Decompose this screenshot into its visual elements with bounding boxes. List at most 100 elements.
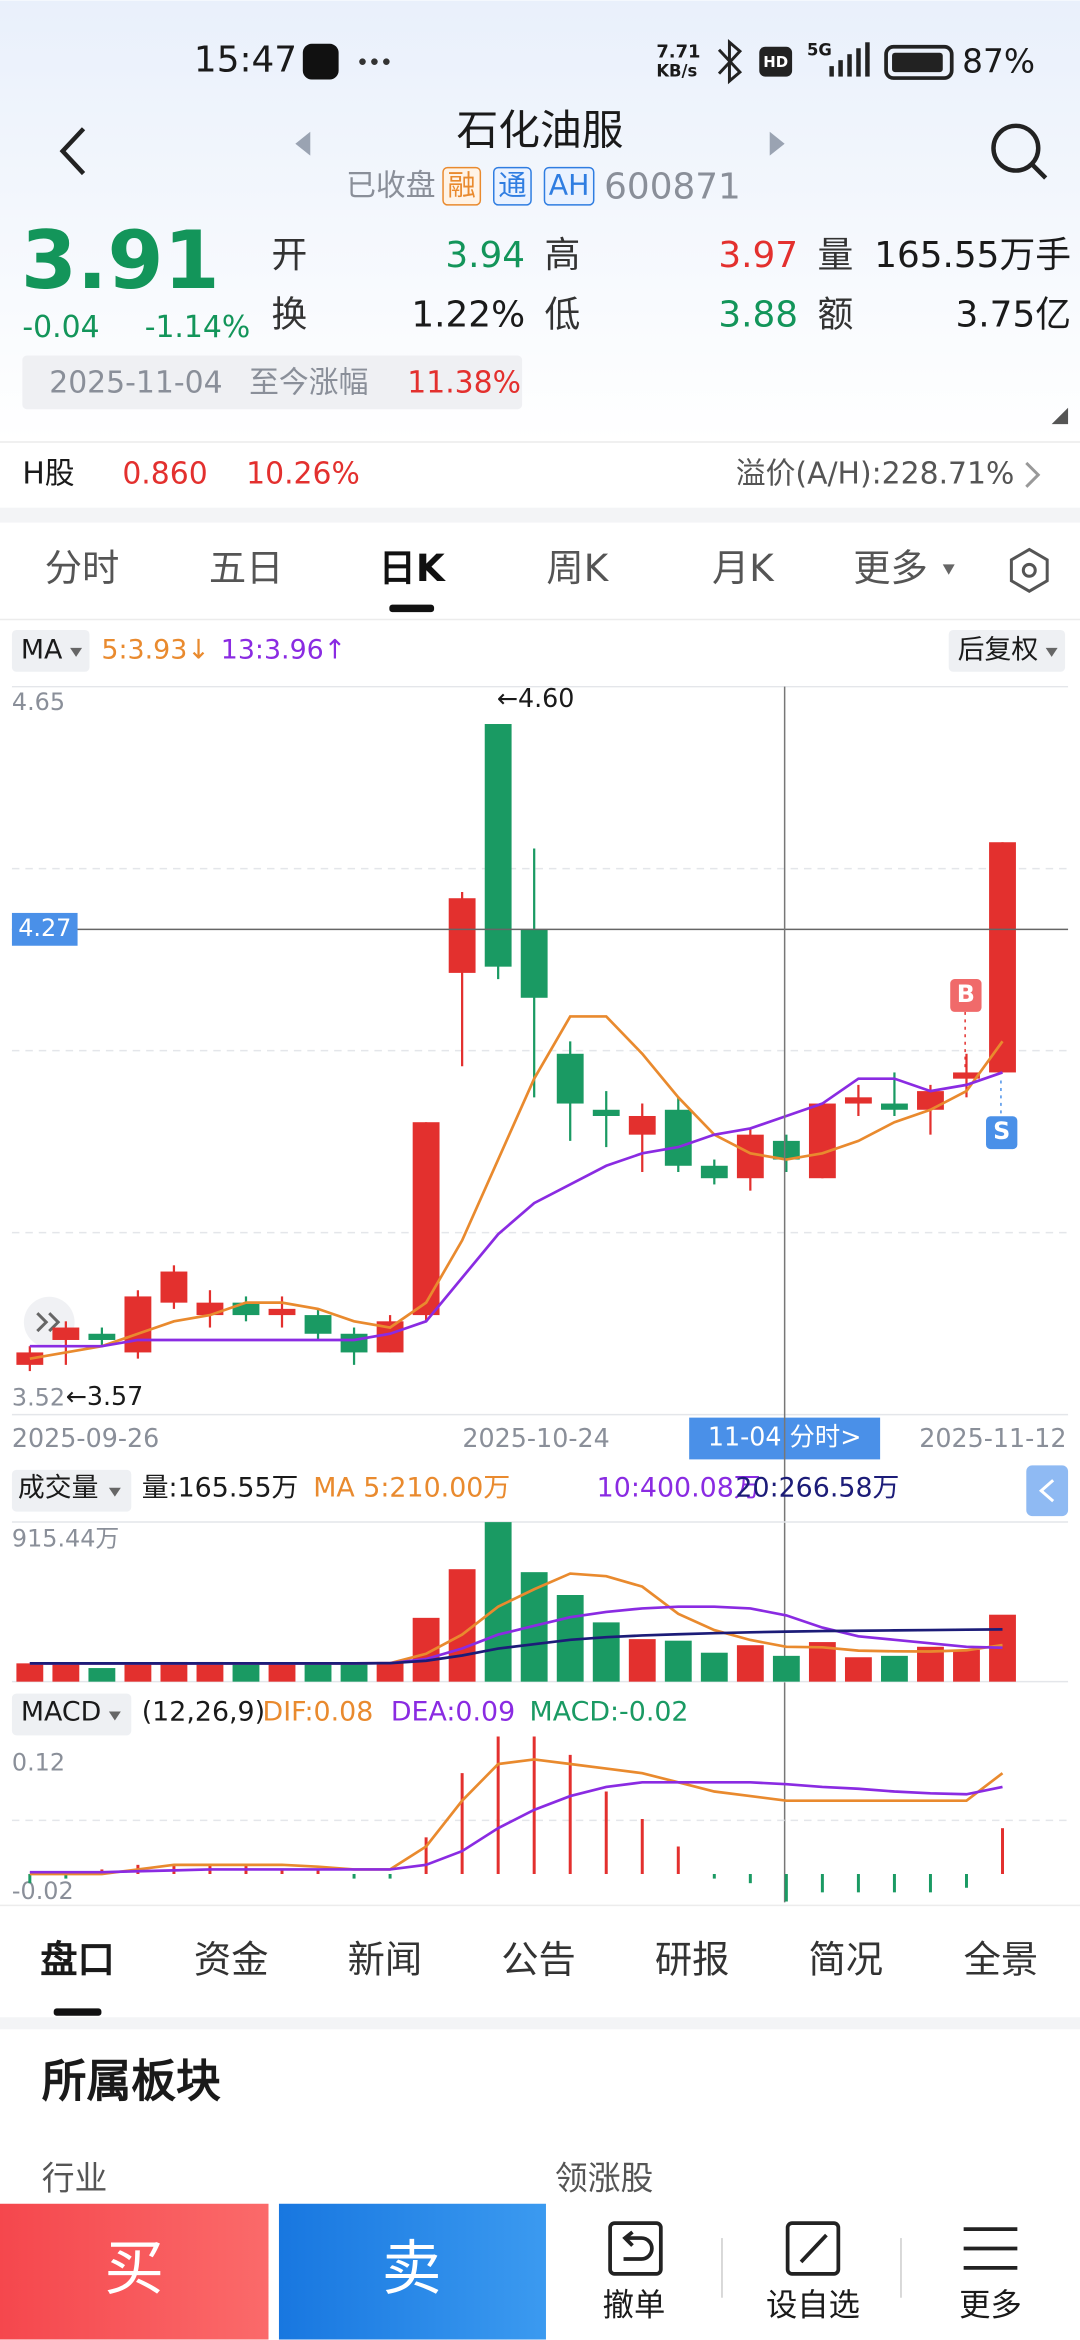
industry-label: 行业	[42, 2159, 108, 2197]
divider	[0, 2017, 1080, 2030]
volume-bar	[700, 1652, 728, 1682]
field-label: 量	[817, 235, 853, 276]
volume-bar	[16, 1663, 44, 1682]
volume-ma5-line	[29, 1572, 1003, 1665]
market-status: 已收盘	[346, 168, 435, 203]
buy-label[interactable]: 买	[104, 2235, 164, 2304]
side-toggle[interactable]	[1026, 1465, 1069, 1517]
volume-bar	[953, 1649, 980, 1682]
more-dots	[359, 58, 390, 65]
tab-underline	[389, 604, 435, 613]
adjust-button[interactable]	[948, 630, 1066, 672]
volume-bar	[736, 1645, 764, 1682]
cursor-date[interactable]: 11-04 分时>	[708, 1422, 862, 1452]
field-label: 低	[544, 295, 580, 336]
tab-underline	[53, 2008, 102, 2016]
volume-bar	[124, 1663, 152, 1682]
leader-label: 领涨股	[555, 2159, 653, 2197]
candle-body	[412, 1122, 440, 1316]
macd-label: MACD	[21, 1696, 101, 1727]
sell-label[interactable]: 卖	[382, 2235, 442, 2304]
field-value: 3.88	[718, 295, 798, 336]
buy-button[interactable]	[0, 2203, 269, 2340]
candle-body	[520, 929, 548, 998]
chart-tab[interactable]: 日K	[379, 546, 447, 590]
battery-level	[892, 52, 943, 73]
volume-bar	[592, 1622, 620, 1682]
candle-body	[484, 724, 512, 967]
info-tab[interactable]: 公告	[501, 1938, 576, 1982]
badge: 通	[498, 169, 526, 202]
candle-body	[628, 1115, 656, 1135]
field-value: 3.97	[718, 235, 798, 276]
chart-tab[interactable]: 五日	[209, 546, 284, 590]
app-icon	[302, 43, 339, 80]
field-label: 额	[817, 295, 853, 336]
volume-bar	[232, 1663, 260, 1682]
field-value: 165.55万手	[874, 235, 1071, 276]
hd: HD	[763, 53, 788, 71]
divider	[0, 507, 1080, 523]
volume-bar	[196, 1661, 224, 1682]
candle-body	[664, 1109, 692, 1166]
chart-tab[interactable]: 更多	[853, 546, 928, 590]
y-tick-label: 3.52	[12, 1383, 65, 1411]
chevron	[1025, 461, 1041, 488]
back-button[interactable]	[59, 127, 86, 176]
action-icons	[608, 2221, 1018, 2276]
chart-tab[interactable]: 月K	[712, 546, 775, 590]
adjust: 后复权	[958, 634, 1039, 665]
dropdown-arrow	[942, 564, 955, 575]
volume-bar	[772, 1655, 800, 1682]
macd-button[interactable]	[11, 1693, 132, 1736]
chart-tab[interactable]: 周K	[546, 546, 609, 590]
volume-bar	[88, 1668, 116, 1682]
action-label[interactable]: 更多	[959, 2288, 1022, 2324]
next-stock[interactable]	[769, 131, 785, 156]
ma13-value: 13:3.96↑	[221, 634, 346, 665]
volume-bar	[340, 1663, 368, 1682]
sell-marker	[986, 1116, 1018, 1150]
volume-ma20-line	[29, 1628, 1003, 1665]
sell-marker-label: S	[993, 1117, 1010, 1145]
cursor-price-box	[11, 912, 78, 946]
chart-tab[interactable]: 分时	[45, 546, 120, 590]
volume-current: 量:165.55万	[142, 1473, 299, 1504]
since-value: 11.38%	[407, 365, 521, 400]
ma-button[interactable]	[11, 630, 90, 672]
action-label[interactable]: 设自选	[766, 2288, 860, 2324]
volume-button[interactable]	[11, 1469, 132, 1512]
price: 3.91	[21, 213, 220, 307]
volume-bar	[844, 1657, 872, 1682]
candle-body	[808, 1103, 836, 1179]
field-value: 3.94	[445, 235, 525, 276]
info-tab[interactable]: 资金	[194, 1938, 269, 1982]
candle-body	[736, 1134, 764, 1179]
info-tab[interactable]: 简况	[809, 1938, 884, 1982]
candle-body	[772, 1140, 800, 1160]
info-tab[interactable]: 新闻	[348, 1938, 423, 1982]
h-share-pct: 10.26%	[246, 456, 360, 491]
ma5-value: 5:3.93↓	[101, 634, 209, 665]
section-title: 所属板块	[42, 2054, 221, 2107]
info-tab[interactable]: 全景	[964, 1938, 1039, 1982]
action-label[interactable]: 撤单	[603, 2288, 666, 2324]
net-speed: 7.71	[656, 42, 700, 63]
candle-body	[556, 1053, 584, 1104]
since-date: 2025-11-04	[49, 365, 222, 400]
info-tab[interactable]: 研报	[655, 1938, 730, 1982]
prev-stock[interactable]	[295, 131, 311, 156]
date-label: 2025-09-26	[12, 1423, 159, 1453]
search-button[interactable]	[991, 123, 1048, 180]
badge-bg	[442, 166, 482, 206]
settings-button[interactable]	[1009, 547, 1049, 593]
dropdown-arrow	[70, 647, 83, 657]
sell-button[interactable]	[278, 2203, 546, 2340]
macd-params: (12,26,9)	[142, 1696, 265, 1727]
buy-marker	[950, 979, 982, 1012]
info-tab[interactable]: 盘口	[40, 1938, 115, 1982]
candle-body	[700, 1165, 728, 1179]
stock-code: 600871	[604, 166, 741, 207]
